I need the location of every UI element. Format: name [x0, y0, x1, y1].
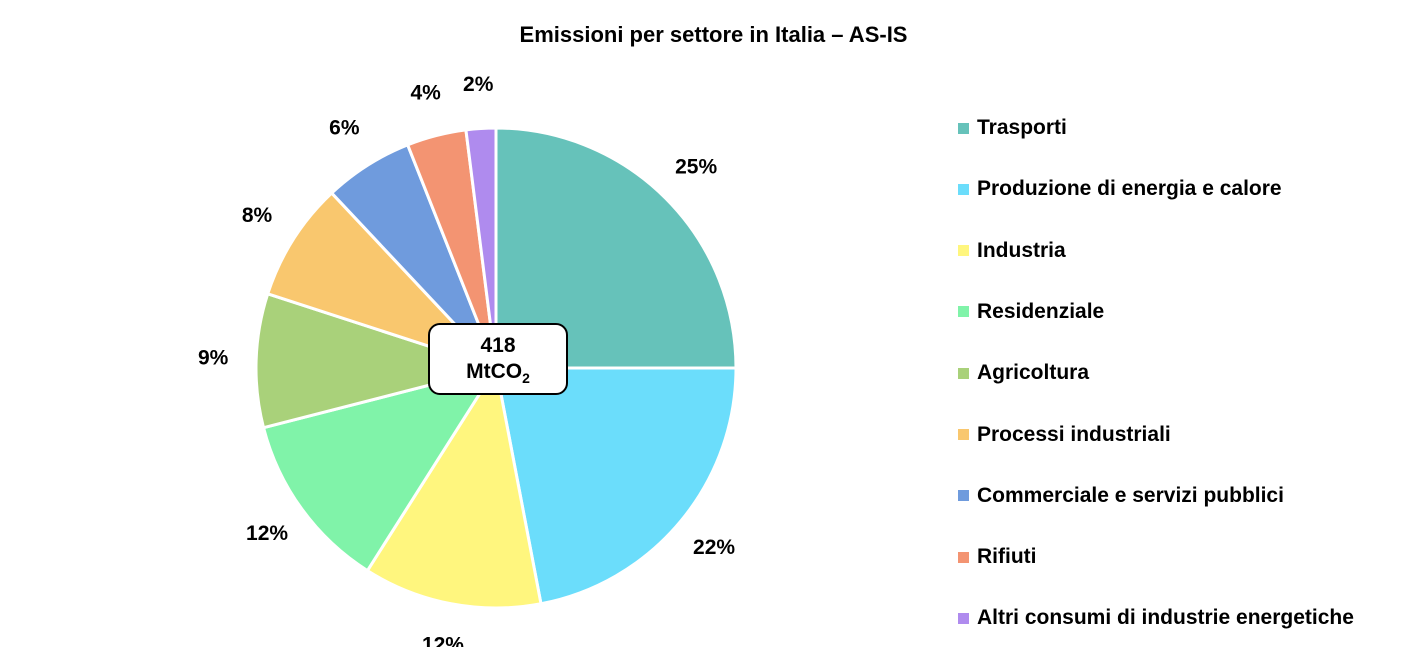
slice-percent-label: 9%: [198, 347, 229, 370]
legend-item: Residenziale: [958, 297, 1104, 327]
legend-item: Industria: [958, 236, 1066, 266]
slice-percent-label: 4%: [410, 81, 441, 104]
legend-item: Rifiuti: [958, 542, 1036, 572]
slice-percent-label: 25%: [675, 155, 717, 178]
legend-swatch: [958, 551, 969, 563]
legend-swatch: [958, 612, 969, 624]
legend-label: Rifiuti: [977, 545, 1037, 569]
pie-slice-3: [365, 363, 543, 610]
legend-label: Processi industriali: [977, 422, 1171, 446]
legend-label: Residenziale: [977, 299, 1105, 323]
pie-slice-1: [494, 126, 738, 370]
legend-item: Altri consumi di industrie energetiche: [958, 603, 1354, 633]
legend-item: Trasporti: [958, 113, 1067, 143]
legend-item: Processi industriali: [958, 420, 1171, 450]
legend-label: Industria: [977, 238, 1066, 262]
legend-item: Commerciale e servizi pubblici: [958, 481, 1284, 511]
legend-swatch: [958, 490, 969, 502]
legend-swatch: [958, 122, 969, 134]
chart-title: Emissioni per settore in Italia – AS-IS: [519, 22, 908, 47]
slice-percent-label: 6%: [329, 117, 360, 140]
pie-slice-2: [494, 366, 738, 606]
legend-swatch: [958, 367, 969, 379]
slice-percent-label: 12%: [246, 522, 288, 545]
legend-swatch: [958, 183, 969, 195]
total-emissions-unit: MtCO2: [466, 360, 530, 387]
slice-percent-label: 22%: [693, 536, 735, 559]
legend-label: Commerciale e servizi pubblici: [977, 483, 1284, 507]
legend-label: Produzione di energia e calore: [977, 177, 1282, 201]
total-emissions-box: 418 MtCO2: [428, 323, 568, 395]
pie-slice-9: [464, 126, 498, 369]
legend-swatch: [958, 306, 969, 318]
legend-label: Altri consumi di industrie energetiche: [977, 606, 1354, 630]
legend-swatch: [958, 245, 969, 257]
legend-swatch: [958, 429, 969, 440]
pie-slice-4: [261, 365, 500, 573]
legend-label: Agricoltura: [977, 361, 1090, 385]
total-emissions-value: 418: [480, 334, 516, 357]
slice-percent-label: 2%: [463, 73, 494, 96]
legend-item: Agricoltura: [958, 358, 1089, 388]
slice-percent-label: 12%: [422, 634, 464, 647]
legend-label: Trasporti: [977, 116, 1067, 139]
slice-percent-label: 8%: [242, 204, 273, 227]
pie-slice-5: [254, 291, 502, 430]
legend-item: Produzione di energia e calore: [958, 174, 1282, 204]
